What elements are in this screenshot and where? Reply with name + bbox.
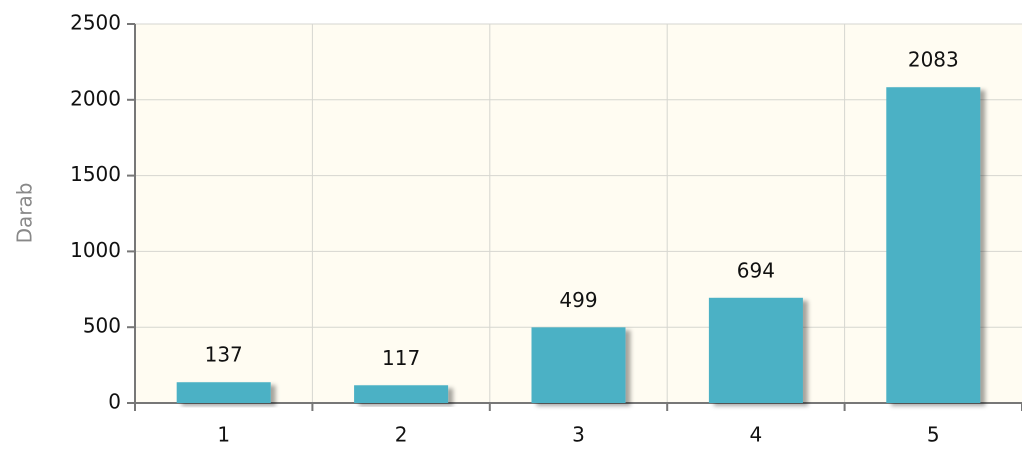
y-axis-label: Darab: [13, 183, 37, 244]
bar: [176, 382, 271, 403]
data-label: 2083: [908, 48, 959, 72]
data-label: 117: [382, 346, 420, 370]
y-tick-label: 2500: [70, 11, 121, 35]
y-tick-label: 500: [83, 314, 121, 338]
bar: [708, 297, 803, 403]
data-label: 694: [737, 258, 775, 282]
x-tick-label: 4: [750, 423, 763, 447]
y-tick-label: 1000: [70, 238, 121, 262]
x-tick-label: 2: [395, 423, 408, 447]
y-tick-label: 2000: [70, 86, 121, 110]
y-tick-label: 0: [108, 390, 121, 414]
bar: [531, 327, 626, 403]
bar: [354, 385, 449, 403]
data-label: 499: [559, 288, 597, 312]
data-label: 137: [205, 343, 243, 367]
x-tick-label: 1: [217, 423, 230, 447]
x-tick-label: 5: [927, 423, 940, 447]
bar: [886, 87, 981, 404]
x-tick-label: 3: [572, 423, 585, 447]
y-tick-label: 1500: [70, 162, 121, 186]
